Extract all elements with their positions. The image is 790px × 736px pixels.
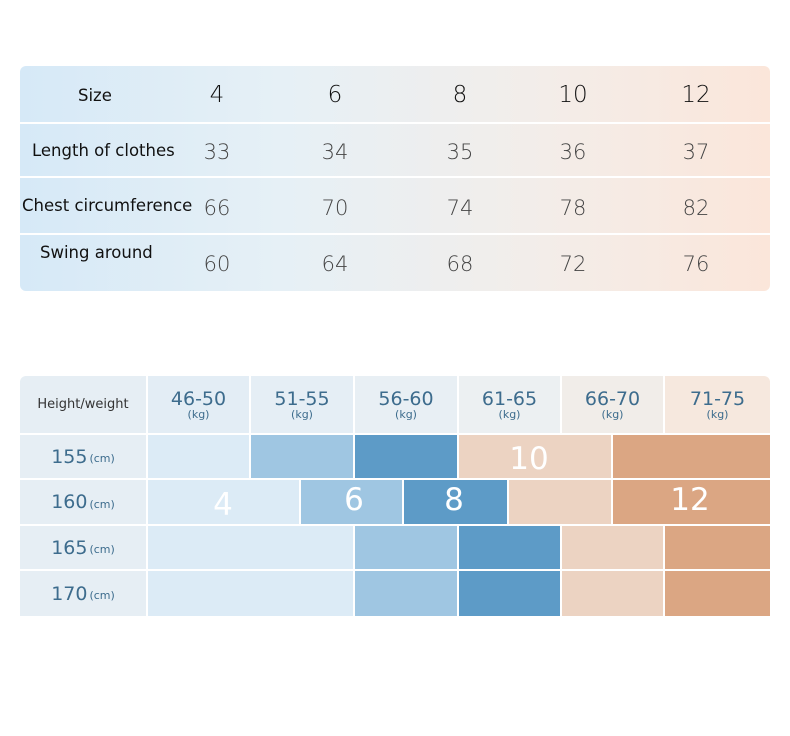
table-row: Chest circumference 66 70 74 78 82 [20,178,770,233]
table-cell: 35 [446,140,474,164]
table-cell: 74 [446,196,474,220]
height-label: 170 (cm) [20,571,146,616]
size-header-cell: 8 [452,82,468,108]
table-row: Swing around 60 64 68 72 76 [20,235,770,291]
size-4-block [148,480,299,524]
weight-header-cell: 51-55 (kg) [251,376,353,433]
table-row: Length of clothes 33 34 35 36 37 [20,124,770,176]
weight-unit: (kg) [706,407,729,421]
size-header-cell: 4 [209,82,225,108]
table-cell: 72 [559,252,587,276]
weight-header-cell: 71-75 (kg) [665,376,770,433]
size-4-block [148,526,353,569]
row-divider [20,176,770,178]
size-marker: 8 [444,482,464,518]
weight-range: 46-50 [170,387,227,410]
weight-unit: (kg) [395,407,417,421]
table-cell: 76 [682,252,710,276]
weight-header-cell: 61-65 (kg) [459,376,560,433]
height-value: 160 [51,491,88,513]
size-12-block [665,526,770,569]
weight-unit: (kg) [187,407,210,421]
weight-unit: (kg) [291,407,313,421]
weight-unit: (kg) [601,407,624,421]
size-marker: 10 [509,441,549,477]
size-table: Size 4 6 8 10 12 Length of clothes 33 34… [20,66,770,291]
table-cell: 36 [559,140,587,164]
height-unit: (cm) [89,589,115,602]
weight-range: 51-55 [274,387,330,410]
row-divider [20,233,770,235]
size-header-label: Size [78,86,112,105]
table-cell: 78 [559,196,587,220]
weight-header-cell: 56-60 (kg) [355,376,457,433]
size-8-block [355,435,457,478]
size-4-block [148,571,353,616]
row-divider [20,122,770,124]
size-10-block [459,435,611,478]
table-cell: 60 [203,252,231,276]
size-6-block [301,480,402,524]
size-header-cell: 6 [327,82,343,108]
table-cell: 82 [682,196,710,220]
size-10-block [562,526,663,569]
weight-range: 71-75 [689,387,746,410]
height-unit: (cm) [89,497,115,511]
size-marker: 4 [213,487,233,523]
table-cell: 34 [321,140,349,164]
height-value: 165 [51,536,88,559]
size-6-block [251,435,353,478]
size-8-block [459,526,560,569]
size-marker: 6 [344,482,364,518]
size-8-block [404,480,507,524]
weight-header-cell: 66-70 (kg) [562,376,663,433]
size-header-cell: 10 [558,82,588,108]
table-cell: 64 [321,252,349,276]
size-8-block [459,571,560,616]
size-header-row: Size 4 6 8 10 12 [20,66,770,122]
table-cell: 68 [446,252,474,276]
size-12-block [613,480,770,524]
weight-header-cell: 46-50 (kg) [148,376,249,433]
weight-range: 66-70 [584,387,641,410]
corner-label: Height/weight [20,376,146,433]
size-12-block [613,435,770,478]
height-label: 155 (cm) [20,435,146,478]
size-10-block [509,480,611,524]
weight-range: 56-60 [378,387,434,410]
table-cell: 70 [321,196,349,220]
table-cell: 33 [203,140,231,164]
table-cell: 66 [203,196,231,220]
size-4-block [148,435,249,478]
height-label: 160 (cm) [20,480,146,524]
height-unit: (cm) [89,452,115,465]
size-6-block [355,526,457,569]
size-marker: 12 [670,482,710,518]
height-value: 170 [51,582,88,605]
row-label: Chest circumference [22,196,193,215]
row-label: Swing around [40,243,153,262]
height-weight-chart: Height/weight 46-50 (kg) 51-55 (kg) 56-6… [20,376,770,616]
size-header-cell: 12 [681,82,711,108]
size-6-block [355,571,457,616]
size-10-block [562,571,663,616]
height-label: 165 (cm) [20,526,146,569]
height-value: 155 [51,445,88,468]
height-unit: (cm) [89,543,115,556]
table-cell: 37 [682,140,710,164]
weight-range: 61-65 [481,387,538,410]
row-label: Length of clothes [32,141,175,160]
weight-unit: (kg) [498,407,521,421]
size-12-block [665,571,770,616]
